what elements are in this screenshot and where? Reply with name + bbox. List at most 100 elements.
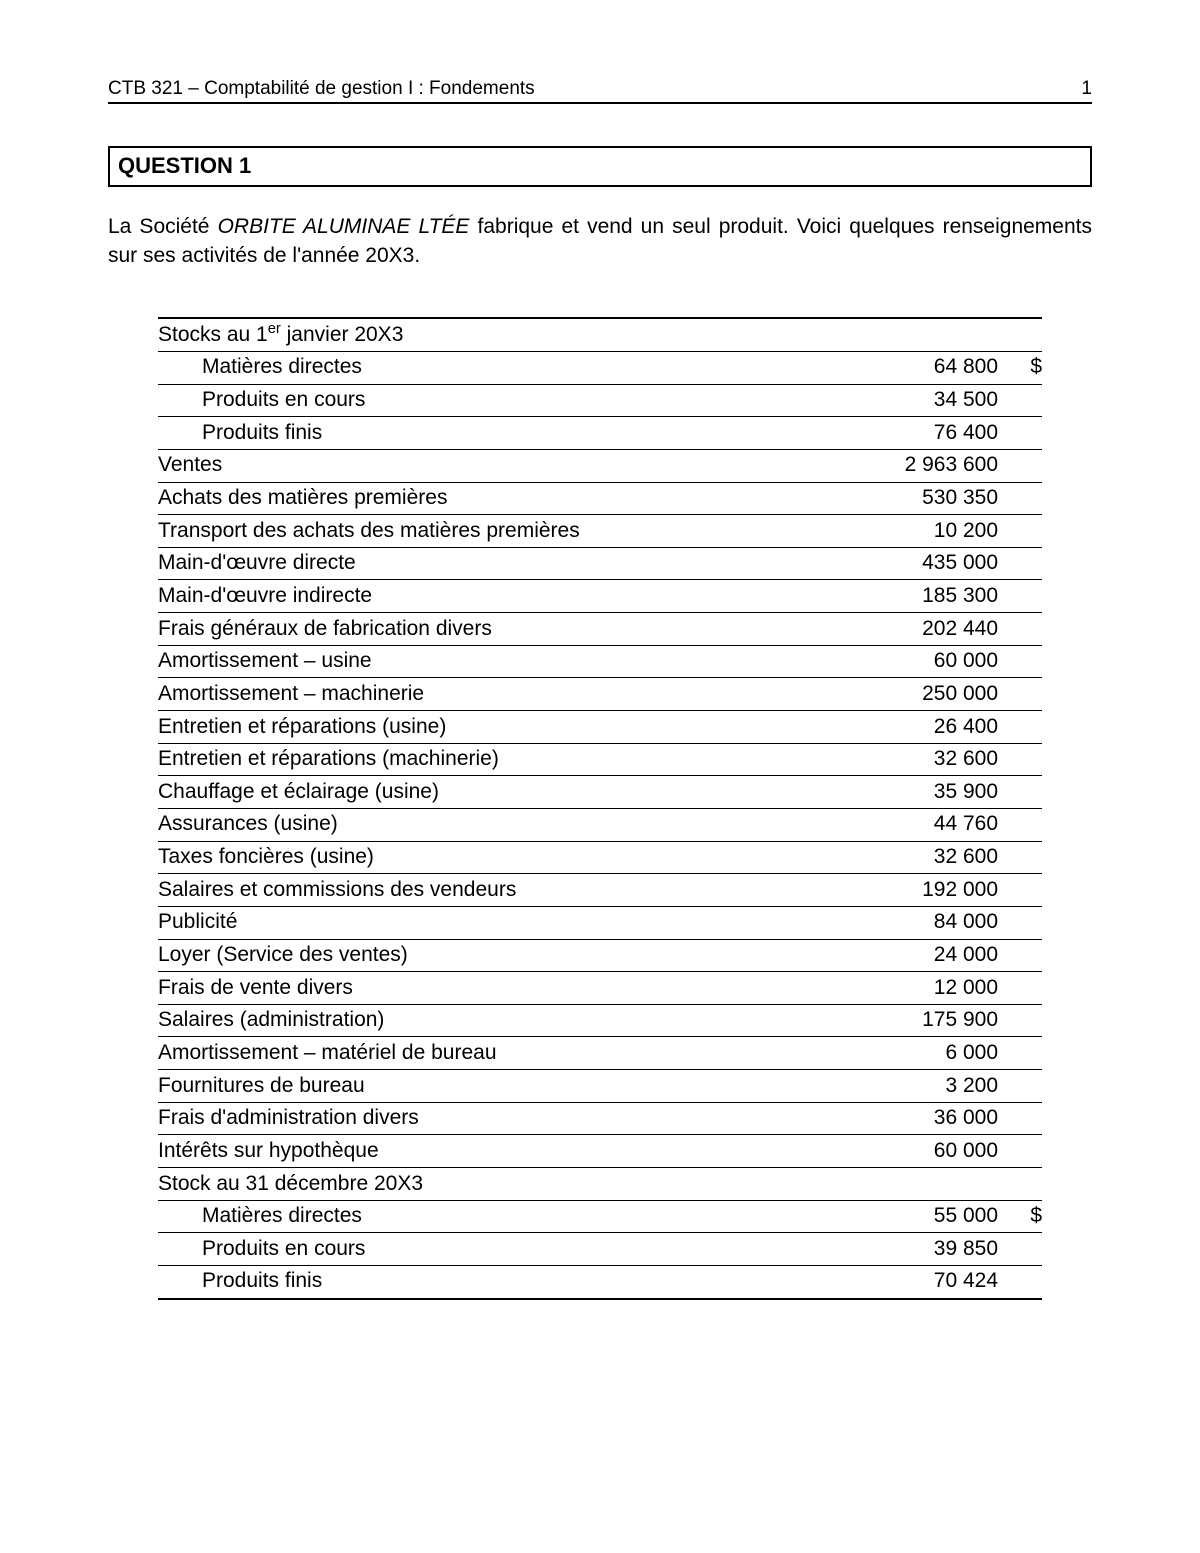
row-value: 32 600 [787,743,998,776]
row-label: Produits finis [158,1265,787,1298]
row-label: Publicité [158,906,787,939]
row-label: Frais d'administration divers [158,1102,787,1135]
table-row: Matières directes64 800$ [158,351,1042,384]
row-value: 60 000 [787,1135,998,1168]
header-course-title: CTB 321 – Comptabilité de gestion I : Fo… [108,78,535,100]
row-value: 250 000 [787,678,998,711]
row-value: 192 000 [787,874,998,907]
row-value: 32 600 [787,841,998,874]
row-currency-symbol [998,318,1042,351]
table-row: Produits en cours34 500 [158,384,1042,417]
row-currency-symbol [998,939,1042,972]
table-row: Matières directes55 000$ [158,1200,1042,1233]
table-row: Chauffage et éclairage (usine)35 900 [158,776,1042,809]
row-label: Transport des achats des matières premiè… [158,515,787,548]
row-label: Main-d'œuvre directe [158,547,787,580]
row-label: Stock au 31 décembre 20X3 [158,1168,787,1201]
row-currency-symbol: $ [998,351,1042,384]
row-label: Loyer (Service des ventes) [158,939,787,972]
table-row: Publicité84 000 [158,906,1042,939]
row-value: 84 000 [787,906,998,939]
table-row: Frais généraux de fabrication divers202 … [158,613,1042,646]
row-currency-symbol [998,841,1042,874]
row-currency-symbol [998,808,1042,841]
row-value: 26 400 [787,711,998,744]
table-row: Loyer (Service des ventes)24 000 [158,939,1042,972]
row-currency-symbol [998,645,1042,678]
row-currency-symbol [998,776,1042,809]
row-label: Fournitures de bureau [158,1070,787,1103]
intro-paragraph: La Société ORBITE ALUMINAE LTÉE fabrique… [108,213,1092,271]
row-label: Amortissement – usine [158,645,787,678]
intro-pre: La Société [108,215,218,238]
row-currency-symbol [998,874,1042,907]
row-label: Produits en cours [158,1233,787,1266]
row-label: Intérêts sur hypothèque [158,1135,787,1168]
row-value: 24 000 [787,939,998,972]
row-label: Achats des matières premières [158,482,787,515]
table-row: Entretien et réparations (usine)26 400 [158,711,1042,744]
row-label: Amortissement – machinerie [158,678,787,711]
intro-company-name: ORBITE ALUMINAE LTÉE [218,215,470,238]
table-row: Stock au 31 décembre 20X3 [158,1168,1042,1201]
row-currency-symbol [998,678,1042,711]
row-value: 185 300 [787,580,998,613]
table-row: Frais de vente divers12 000 [158,972,1042,1005]
row-currency-symbol [998,743,1042,776]
row-currency-symbol [998,1037,1042,1070]
row-currency-symbol [998,1004,1042,1037]
row-value: 76 400 [787,417,998,450]
row-value: 55 000 [787,1200,998,1233]
row-currency-symbol [998,613,1042,646]
row-currency-symbol [998,384,1042,417]
row-value: 34 500 [787,384,998,417]
row-value: 39 850 [787,1233,998,1266]
row-label: Frais généraux de fabrication divers [158,613,787,646]
question-title: QUESTION 1 [118,153,251,178]
row-currency-symbol [998,1070,1042,1103]
row-value: 64 800 [787,351,998,384]
row-currency-symbol [998,482,1042,515]
row-value: 10 200 [787,515,998,548]
row-value [787,1168,998,1201]
row-label: Salaires (administration) [158,1004,787,1037]
row-currency-symbol [998,449,1042,482]
table-row: Main-d'œuvre directe435 000 [158,547,1042,580]
row-currency-symbol [998,417,1042,450]
financial-table-wrapper: Stocks au 1er janvier 20X3Matières direc… [158,317,1042,1299]
table-row: Fournitures de bureau3 200 [158,1070,1042,1103]
table-row: Assurances (usine)44 760 [158,808,1042,841]
table-row: Ventes2 963 600 [158,449,1042,482]
table-row: Amortissement – usine60 000 [158,645,1042,678]
row-label: Matières directes [158,351,787,384]
table-row: Salaires (administration)175 900 [158,1004,1042,1037]
row-value: 3 200 [787,1070,998,1103]
row-label: Ventes [158,449,787,482]
table-row: Amortissement – machinerie250 000 [158,678,1042,711]
row-value: 435 000 [787,547,998,580]
table-row: Produits finis76 400 [158,417,1042,450]
row-value: 70 424 [787,1265,998,1298]
table-row: Produits en cours39 850 [158,1233,1042,1266]
row-currency-symbol [998,1168,1042,1201]
row-currency-symbol [998,972,1042,1005]
financial-table: Stocks au 1er janvier 20X3Matières direc… [158,317,1042,1299]
row-currency-symbol: $ [998,1200,1042,1233]
row-currency-symbol [998,1265,1042,1298]
table-row: Intérêts sur hypothèque60 000 [158,1135,1042,1168]
row-value: 12 000 [787,972,998,1005]
table-row: Taxes foncières (usine)32 600 [158,841,1042,874]
row-label: Matières directes [158,1200,787,1233]
row-value: 202 440 [787,613,998,646]
table-row: Achats des matières premières530 350 [158,482,1042,515]
row-currency-symbol [998,515,1042,548]
row-currency-symbol [998,711,1042,744]
table-row: Transport des achats des matières premiè… [158,515,1042,548]
page-header: CTB 321 – Comptabilité de gestion I : Fo… [108,78,1092,104]
table-row: Frais d'administration divers36 000 [158,1102,1042,1135]
table-row: Entretien et réparations (machinerie)32 … [158,743,1042,776]
row-label: Frais de vente divers [158,972,787,1005]
row-label: Produits finis [158,417,787,450]
row-label: Assurances (usine) [158,808,787,841]
row-currency-symbol [998,1102,1042,1135]
